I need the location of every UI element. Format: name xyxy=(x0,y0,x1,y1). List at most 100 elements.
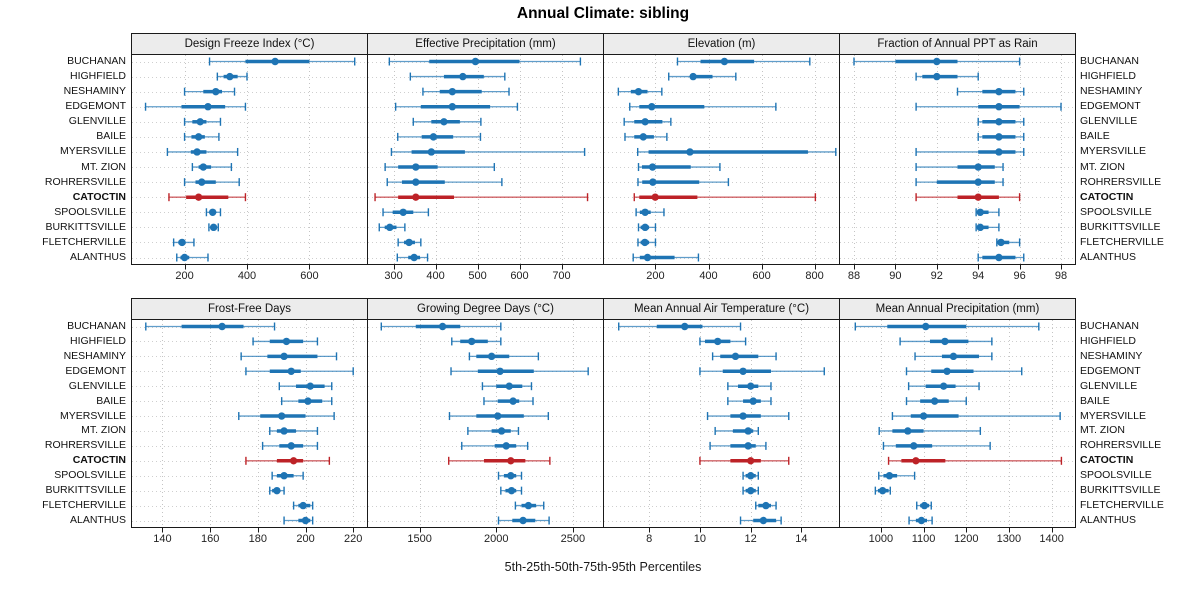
series-alanthus xyxy=(632,253,700,262)
series-glenville xyxy=(977,117,1025,126)
row-label-right-buchanan: BUCHANAN xyxy=(1080,320,1139,332)
median-dot-buchanan xyxy=(933,57,941,66)
panel-strip-title: Mean Annual Precipitation (mm) xyxy=(875,303,1040,315)
series-rohrersville xyxy=(637,178,730,187)
series-mt-zion xyxy=(191,163,233,172)
x-tick-label: 160 xyxy=(200,533,220,545)
series-fletcherville xyxy=(292,501,314,510)
series-spoolsville xyxy=(975,208,1000,217)
median-dot-spoolsville xyxy=(399,208,407,216)
panel-plot-elevation-m xyxy=(603,54,840,270)
row-label-left-catoctin: CATOCTIN xyxy=(72,190,126,203)
row-label-left-edgemont: EDGEMONT xyxy=(65,100,126,113)
x-tick-label: 140 xyxy=(153,533,172,545)
series-buchanan xyxy=(853,57,1021,66)
series-edgemont xyxy=(905,367,1023,376)
series-catoctin xyxy=(448,456,551,465)
x-tick-label: 600 xyxy=(510,270,529,282)
median-dot-edgemont xyxy=(739,367,747,375)
median-dot-mt-zion xyxy=(412,163,420,171)
series-rohrersville xyxy=(461,441,529,450)
median-dot-glenville xyxy=(939,382,948,390)
median-dot-burkittsville xyxy=(976,223,984,232)
median-dot-rohrersville xyxy=(198,178,206,186)
median-dot-burkittsville xyxy=(878,486,887,495)
x-tick-label: 1200 xyxy=(953,533,979,545)
series-fletcherville xyxy=(172,238,195,247)
series-buchanan xyxy=(208,57,356,66)
series-fletcherville xyxy=(755,501,777,510)
series-neshaminy xyxy=(422,87,510,96)
row-label-left-buchanan: BUCHANAN xyxy=(67,55,126,67)
x-tick-label: 180 xyxy=(248,533,267,545)
series-edgemont xyxy=(629,102,777,111)
row-label-left-alanthus: ALANTHUS xyxy=(69,514,126,526)
percentiles-caption: 5th-25th-50th-75th-95th Percentiles xyxy=(504,560,702,574)
series-fletcherville xyxy=(996,238,1021,247)
series-edgemont xyxy=(699,367,825,376)
series-buchanan xyxy=(854,322,1040,331)
series-neshaminy xyxy=(617,87,663,96)
series-catoctin xyxy=(633,193,817,202)
series-glenville xyxy=(183,117,222,126)
median-dot-highfield xyxy=(468,337,476,346)
series-spoolsville xyxy=(271,471,304,480)
median-dot-catoctin xyxy=(746,457,755,465)
median-dot-fletcherville xyxy=(178,238,186,247)
series-catoctin xyxy=(168,193,247,202)
series-myersville xyxy=(637,147,837,156)
median-dot-rohrersville xyxy=(502,442,510,450)
median-dot-baile xyxy=(194,133,203,141)
series-fletcherville xyxy=(637,238,657,247)
median-dot-buchanan xyxy=(438,322,447,331)
x-tick-label: 400 xyxy=(237,270,257,282)
series-mt-zion xyxy=(384,163,496,172)
series-burkittsville xyxy=(874,486,891,495)
panel-strip-mean-annual-precipitation-mm: Mean Annual Precipitation (mm) xyxy=(839,298,1076,320)
series-buchanan xyxy=(676,57,811,66)
x-tick-label: 220 xyxy=(344,533,363,545)
median-dot-baile xyxy=(749,397,757,405)
median-dot-alanthus xyxy=(301,516,310,525)
row-label-right-spoolsville: SPOOLSVILLE xyxy=(1080,205,1152,218)
row-label-left-rohrersville: ROHRERSVILLE xyxy=(44,439,126,452)
series-myersville xyxy=(706,412,790,421)
median-dot-alanthus xyxy=(410,253,418,262)
median-dot-rohrersville xyxy=(974,178,982,186)
row-label-right-edgemont: EDGEMONT xyxy=(1080,100,1141,113)
median-dot-edgemont xyxy=(496,367,504,375)
median-dot-myersville xyxy=(277,412,286,420)
median-dot-highfield xyxy=(933,72,941,81)
series-burkittsville xyxy=(975,223,1000,232)
median-dot-rohrersville xyxy=(287,442,295,450)
median-dot-edgemont xyxy=(448,103,457,111)
median-dot-fletcherville xyxy=(997,238,1005,247)
median-dot-catoctin xyxy=(289,457,298,465)
median-dot-catoctin xyxy=(412,193,420,201)
median-dot-glenville xyxy=(505,382,513,390)
panel-plot-mean-annual-air-temperature-c xyxy=(603,319,840,533)
panel-strip-elevation-m: Elevation (m) xyxy=(603,33,840,55)
series-glenville xyxy=(907,382,980,391)
row-label-right-fletcherville: FLETCHERVILLE xyxy=(1080,235,1164,248)
median-dot-baile xyxy=(429,133,438,141)
row-label-right-glenville: GLENVILLE xyxy=(1080,115,1138,128)
median-dot-burkittsville xyxy=(507,486,516,495)
median-dot-glenville xyxy=(306,382,314,390)
median-dot-alanthus xyxy=(759,516,768,525)
median-dot-myersville xyxy=(686,148,694,156)
row-label-right-baile: BAILE xyxy=(1080,394,1110,407)
median-dot-spoolsville xyxy=(746,472,755,480)
series-highfield xyxy=(915,72,979,81)
median-dot-alanthus xyxy=(917,516,926,525)
median-dot-spoolsville xyxy=(507,472,515,480)
median-dot-glenville xyxy=(746,382,755,390)
series-highfield xyxy=(451,337,502,346)
series-myersville xyxy=(891,412,1061,421)
median-dot-myersville xyxy=(739,412,747,420)
series-spoolsville xyxy=(497,471,523,480)
median-dot-mt-zion xyxy=(744,427,752,435)
row-label-right-edgemont: EDGEMONT xyxy=(1080,364,1141,377)
series-baile xyxy=(483,397,534,406)
